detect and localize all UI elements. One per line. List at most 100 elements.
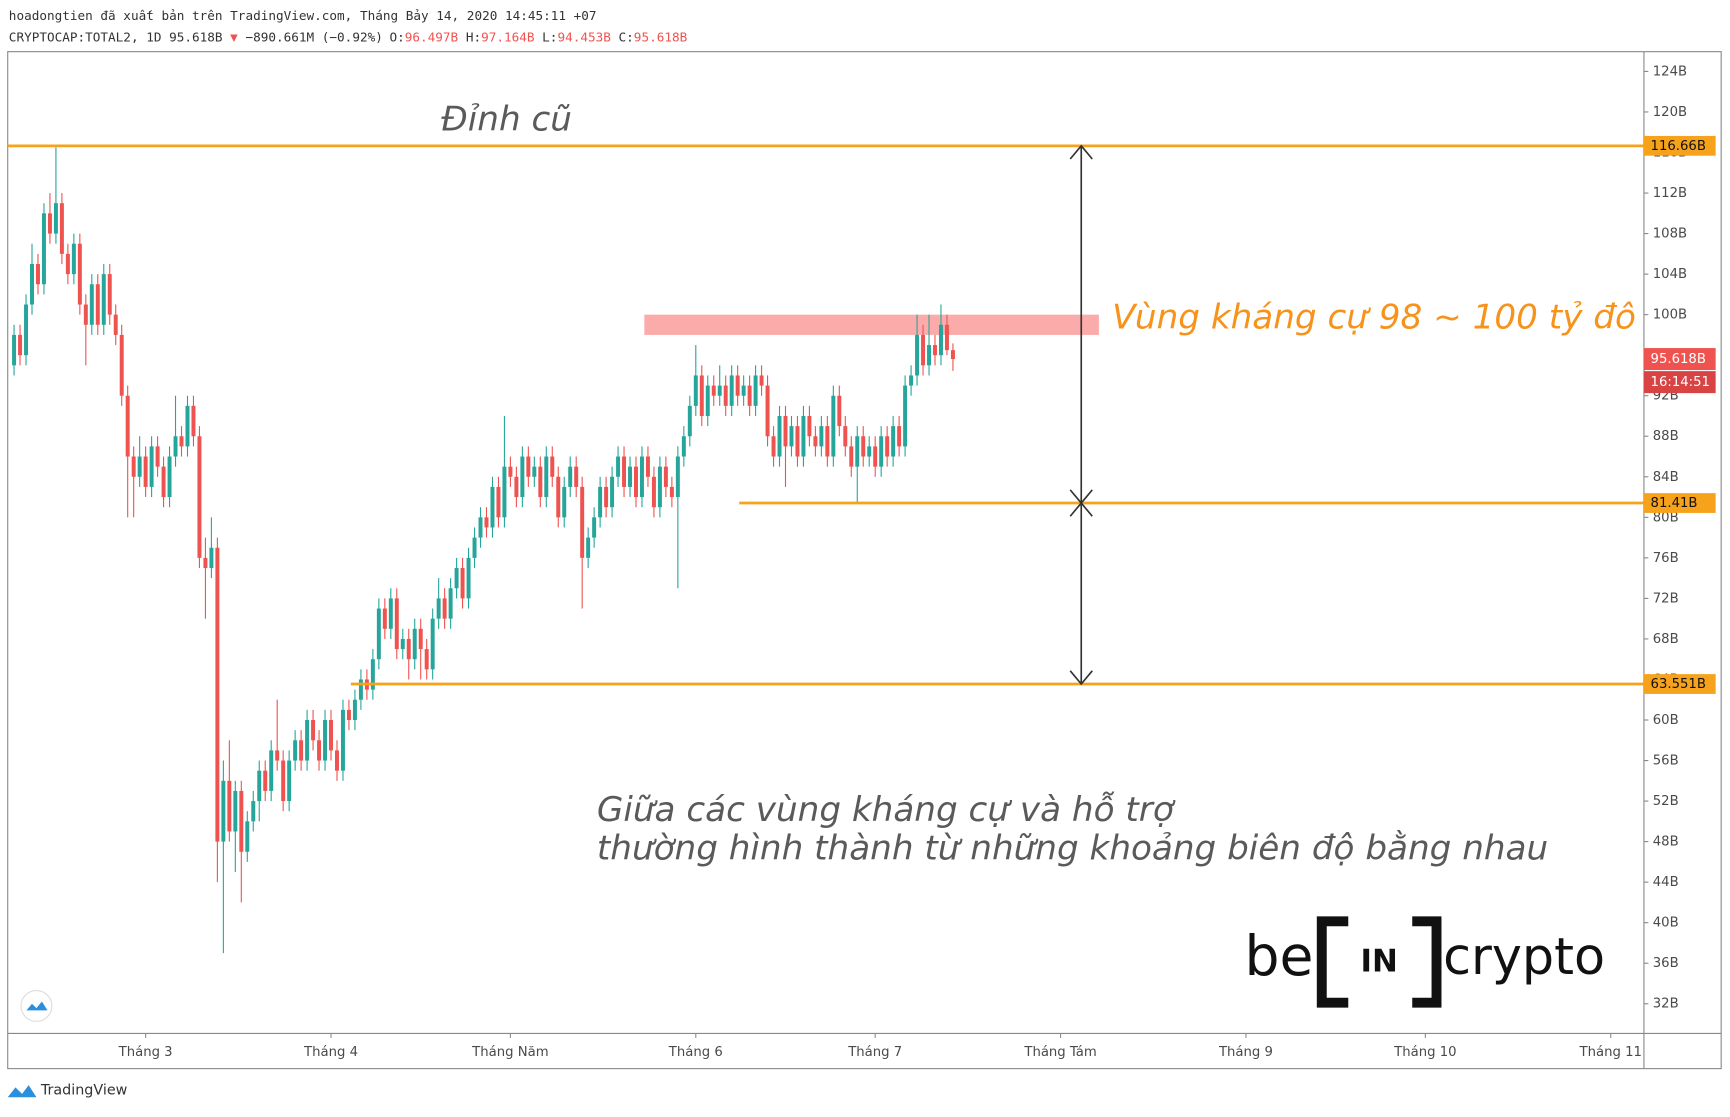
candle-body bbox=[24, 304, 29, 356]
candle-body bbox=[759, 375, 764, 386]
candle-body bbox=[723, 385, 728, 406]
price-tag-label: 116.66B bbox=[1651, 139, 1706, 154]
candle-body bbox=[843, 426, 848, 447]
y-tick-label: 40B bbox=[1653, 916, 1679, 931]
ohlc-label: O: bbox=[389, 29, 404, 44]
x-tick-label: Tháng 11 bbox=[1579, 1044, 1642, 1060]
candle-body bbox=[30, 263, 34, 305]
candle-body bbox=[221, 780, 226, 842]
candle-body bbox=[897, 426, 902, 447]
candle-body bbox=[317, 740, 322, 761]
x-tick-label: Tháng Tám bbox=[1023, 1044, 1096, 1060]
candle-body bbox=[89, 284, 94, 325]
candle-body bbox=[197, 436, 202, 558]
candle-body bbox=[269, 750, 274, 791]
candle-body bbox=[107, 274, 112, 315]
note-line: thường hình thành từ những khoảng biên đ… bbox=[597, 828, 1548, 868]
y-tick-label: 88B bbox=[1653, 429, 1679, 444]
ohlc-value: 97.164B bbox=[481, 29, 535, 44]
candle-body bbox=[239, 790, 244, 852]
price-tag-label: 81.41B bbox=[1651, 496, 1698, 511]
candle-body bbox=[490, 486, 495, 528]
candle-body bbox=[358, 679, 363, 700]
ohlc-value: 96.497B bbox=[405, 29, 459, 44]
y-tick-label: 60B bbox=[1653, 713, 1679, 728]
candle-body bbox=[783, 415, 788, 447]
y-tick-label: 80B bbox=[1653, 510, 1679, 525]
candle-body bbox=[155, 446, 160, 467]
candle-body bbox=[562, 486, 567, 518]
candle-body bbox=[442, 598, 447, 619]
y-tick-label: 112B bbox=[1653, 186, 1687, 201]
candle-body bbox=[53, 203, 58, 234]
price-tag-label: 63.551B bbox=[1651, 677, 1706, 692]
candle-body bbox=[514, 476, 519, 498]
logo-brackets bbox=[1316, 916, 1442, 1008]
candle-body bbox=[275, 750, 280, 761]
candle-body bbox=[544, 456, 549, 498]
x-tick-label: Tháng Năm bbox=[471, 1044, 548, 1060]
x-tick-label: Tháng 6 bbox=[668, 1044, 723, 1060]
candle-body bbox=[472, 537, 477, 558]
candle-body bbox=[885, 436, 890, 457]
candle-body bbox=[454, 567, 459, 589]
y-tick-label: 36B bbox=[1653, 956, 1679, 971]
candle-body bbox=[203, 557, 208, 568]
countdown-label: 16:14:51 bbox=[1651, 375, 1710, 390]
candle-body bbox=[550, 456, 555, 477]
footer-brand[interactable]: TradingView bbox=[40, 1083, 128, 1099]
candle-body bbox=[879, 436, 884, 467]
candle-body bbox=[586, 537, 591, 558]
candle-body bbox=[789, 426, 794, 447]
candle-body bbox=[699, 375, 704, 416]
candle-body bbox=[747, 385, 752, 406]
candle-body bbox=[532, 466, 537, 477]
candle-body bbox=[574, 466, 579, 487]
candle-body bbox=[394, 598, 399, 650]
candle-body bbox=[777, 415, 782, 457]
down-arrow: ▼ bbox=[223, 29, 246, 44]
candle-body bbox=[346, 709, 351, 721]
candle-body bbox=[137, 456, 142, 477]
candle-body bbox=[933, 345, 937, 356]
tv-badge[interactable] bbox=[20, 990, 53, 1022]
candle-body bbox=[340, 709, 345, 771]
candle-body bbox=[538, 466, 543, 498]
x-tick-label: Tháng 9 bbox=[1218, 1044, 1273, 1060]
candle-body bbox=[753, 375, 758, 406]
ohlc-label: H: bbox=[466, 29, 481, 44]
candle-body bbox=[167, 456, 172, 498]
candle-body bbox=[705, 385, 710, 416]
candle-body bbox=[903, 385, 908, 447]
ohlc-value: 95.618B bbox=[634, 29, 688, 44]
candle-body bbox=[65, 253, 70, 275]
candle-body bbox=[592, 517, 597, 538]
candle-body bbox=[693, 375, 698, 406]
candle-body bbox=[610, 476, 615, 508]
candle-body bbox=[143, 456, 148, 487]
y-tick-label: 76B bbox=[1653, 551, 1679, 566]
y-tick-label: 56B bbox=[1653, 754, 1679, 769]
candle-body bbox=[837, 395, 842, 427]
candle-body bbox=[113, 314, 118, 335]
candle-body bbox=[323, 720, 328, 761]
candle-body bbox=[311, 720, 316, 741]
candle-body bbox=[801, 415, 806, 457]
candle-body bbox=[35, 263, 40, 285]
arrow-head bbox=[1069, 501, 1093, 517]
y-tick-label: 52B bbox=[1653, 794, 1679, 809]
candle-body bbox=[556, 476, 561, 518]
candle-body bbox=[663, 466, 668, 487]
candle-body bbox=[675, 456, 680, 498]
candle-body bbox=[735, 375, 740, 396]
y-tick-label: 108B bbox=[1653, 227, 1687, 242]
candle-body bbox=[251, 801, 256, 822]
candle-body bbox=[131, 456, 136, 477]
candle-body bbox=[568, 466, 573, 487]
candle-body bbox=[233, 790, 238, 832]
candle-body bbox=[508, 466, 513, 477]
last-price-label: 95.618B bbox=[1651, 352, 1706, 367]
ohlc-label: L: bbox=[542, 29, 557, 44]
candle-body bbox=[412, 628, 417, 660]
candle-body bbox=[376, 608, 381, 660]
